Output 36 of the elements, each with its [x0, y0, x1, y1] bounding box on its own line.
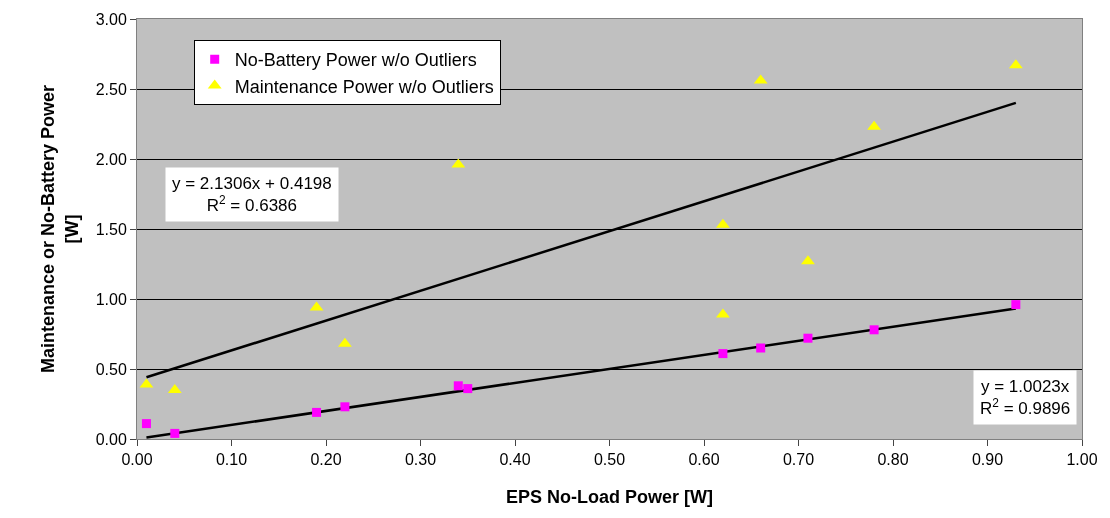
x-tick-label: 0.30 — [404, 451, 437, 469]
x-tick-label: 0.40 — [499, 451, 531, 469]
y-tick-label: 3.00 — [95, 10, 127, 28]
point — [1011, 300, 1021, 310]
y-axis-title: Maintenance or No-Battery Power [W] — [38, 84, 82, 374]
x-axis-title: EPS No-Load Power [W] — [506, 487, 713, 507]
point — [718, 349, 728, 359]
annotation: y = 1.0023x R$^{2}$ = 0.9896 — [980, 377, 1071, 419]
x-tick-label: 1.00 — [1066, 451, 1098, 469]
point — [803, 333, 813, 343]
point — [170, 428, 180, 438]
y-tick-label: 2.50 — [95, 80, 127, 98]
point — [312, 407, 322, 417]
y-tick-label: 0.50 — [95, 360, 127, 378]
point — [340, 402, 350, 412]
point — [801, 255, 815, 265]
x-tick-label: 0.70 — [782, 451, 815, 469]
point — [453, 381, 463, 391]
y-tick-label: 0.00 — [95, 430, 127, 448]
x-tick-label: 0.00 — [121, 451, 153, 469]
legend-label: No-Battery Power w/o Outliers — [234, 50, 477, 71]
x-tick-label: 0.10 — [215, 451, 248, 469]
legend-label: Maintenance Power w/o Outliers — [234, 76, 494, 97]
point — [756, 343, 766, 353]
x-tick-label: 0.90 — [971, 451, 1004, 469]
x-tick-label: 0.50 — [593, 451, 626, 469]
x-tick-label: 0.60 — [688, 451, 720, 469]
point — [463, 384, 473, 394]
point — [869, 325, 879, 335]
y-tick-label: 2.00 — [95, 150, 127, 168]
point — [141, 419, 151, 429]
annotation: y = 2.1306x + 0.4198 R$^{2}$ = 0.6386 — [172, 174, 332, 216]
y-tick-label: 1.50 — [95, 220, 127, 238]
x-tick-label: 0.20 — [310, 451, 342, 469]
y-tick-label: 1.00 — [95, 290, 127, 308]
x-tick-label: 0.80 — [877, 451, 909, 469]
